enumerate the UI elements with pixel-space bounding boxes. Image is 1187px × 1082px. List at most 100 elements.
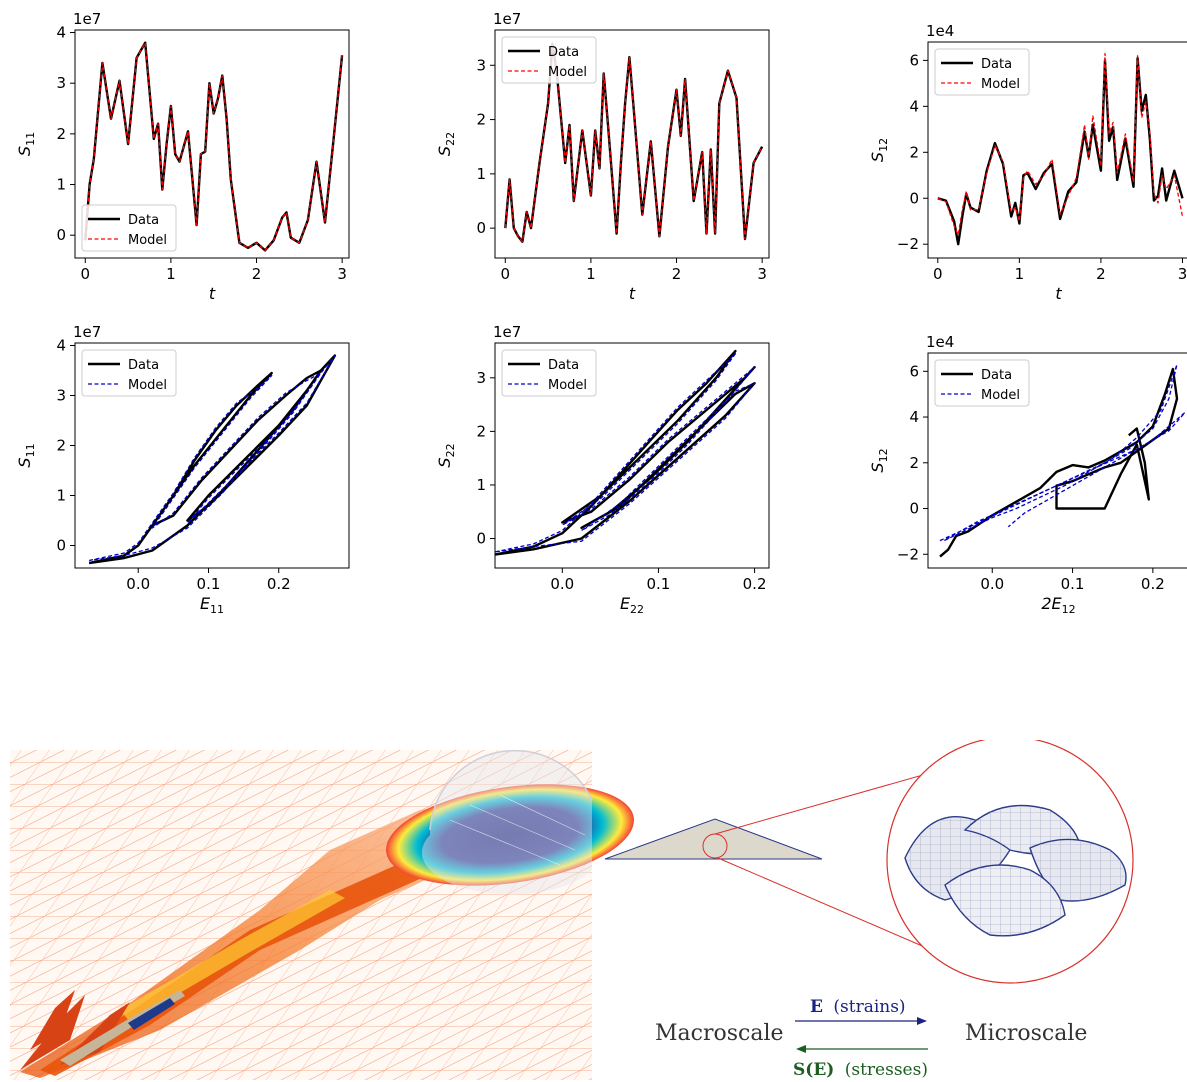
chart-grid: 0 1 2 3 0 1 2 3 4 1e7 t S11 Data Model 0 1 2 3 0 1 2 3 1e7 t S22… bbox=[15, 10, 1187, 616]
x-axis-label: E22 bbox=[620, 594, 644, 616]
series-line-data bbox=[939, 367, 1179, 558]
impact-disc bbox=[386, 749, 634, 895]
legend-label-model: Model bbox=[128, 378, 167, 393]
y-tick-label: 1 bbox=[56, 487, 66, 505]
x-tick-label: 0.2 bbox=[743, 575, 767, 593]
plot-frame bbox=[74, 342, 350, 569]
svg-text:E (strains): E (strains) bbox=[810, 997, 906, 1017]
shell-structure bbox=[904, 804, 1127, 937]
y-multiplier: 1e4 bbox=[926, 22, 954, 40]
x-axis-label: t bbox=[1055, 284, 1062, 303]
stresses-text: (stresses) bbox=[845, 1060, 928, 1080]
plot-frame bbox=[494, 342, 770, 569]
legend-label-data: Data bbox=[548, 45, 579, 60]
y-tick-label: 3 bbox=[56, 387, 66, 405]
y-tick-label: 2 bbox=[476, 111, 486, 129]
x-axis-label: E11 bbox=[200, 594, 224, 616]
legend-label-data: Data bbox=[128, 213, 159, 228]
y-tick-label: 0 bbox=[476, 530, 486, 548]
y-tick-label: 2 bbox=[909, 143, 919, 161]
y-tick-label: 4 bbox=[56, 24, 66, 42]
x-tick-label: 0.0 bbox=[126, 575, 150, 593]
strains-text: (strains) bbox=[833, 997, 905, 1017]
legend-label-model: Model bbox=[128, 233, 167, 248]
y-tick-label: −2 bbox=[897, 235, 919, 253]
x-tick-label: 3 bbox=[1178, 265, 1187, 283]
y-axis-label: S22 bbox=[435, 443, 457, 467]
scale-bridge: Macroscale Microscale E (strains) S(E) (… bbox=[655, 997, 1087, 1080]
y-tick-label: 3 bbox=[56, 74, 66, 92]
x-tick-label: 1 bbox=[1015, 265, 1025, 283]
y-tick-label: 4 bbox=[909, 97, 919, 115]
series-line-model bbox=[937, 52, 1184, 236]
y-tick-label: 2 bbox=[476, 422, 486, 440]
series-line-model bbox=[504, 42, 763, 243]
y-axis-label: S22 bbox=[435, 132, 457, 156]
x-tick-label: 0.2 bbox=[267, 575, 291, 593]
y-tick-label: 6 bbox=[909, 51, 919, 69]
legend: Data Model bbox=[81, 204, 177, 252]
x-tick-label: 0 bbox=[933, 265, 943, 283]
y-tick-label: 0 bbox=[476, 219, 486, 237]
legend: Data Model bbox=[934, 48, 1030, 96]
y-tick-label: 2 bbox=[909, 454, 919, 472]
macroscale-label: Macroscale bbox=[655, 1021, 784, 1046]
y-tick-label: 0 bbox=[909, 189, 919, 207]
x-tick-label: 0 bbox=[81, 265, 91, 283]
x-tick-label: 0.1 bbox=[1061, 575, 1085, 593]
x-tick-label: 1 bbox=[586, 265, 596, 283]
microscale-label: Microscale bbox=[965, 1021, 1087, 1046]
plot-frame bbox=[927, 352, 1187, 569]
series-line-model bbox=[495, 353, 756, 553]
svg-text:S(E) (stresses): S(E) (stresses) bbox=[793, 1060, 928, 1080]
plot-frame bbox=[494, 29, 770, 259]
multiscale-illustration: Macroscale Microscale E (strains) S(E) (… bbox=[10, 740, 1134, 1080]
y-axis-label: S11 bbox=[15, 443, 37, 467]
y-axis-label: S12 bbox=[868, 448, 890, 472]
y-multiplier: 1e7 bbox=[73, 323, 101, 341]
x-axis-label: t bbox=[209, 284, 216, 303]
microscale-cell bbox=[886, 740, 1134, 984]
legend-label-data: Data bbox=[981, 57, 1012, 72]
x-tick-label: 0 bbox=[501, 265, 511, 283]
x-axis-label: t bbox=[629, 284, 636, 303]
simulation-scene bbox=[10, 749, 634, 1080]
legend: Data Model bbox=[81, 349, 177, 397]
x-axis-label: 2E12 bbox=[1041, 594, 1075, 616]
y-tick-label: 1 bbox=[56, 176, 66, 194]
x-tick-label: 3 bbox=[337, 265, 347, 283]
legend: Data Model bbox=[501, 36, 597, 84]
y-multiplier: 1e7 bbox=[493, 10, 521, 28]
y-tick-label: 2 bbox=[56, 437, 66, 455]
y-multiplier: 1e4 bbox=[926, 333, 954, 351]
y-tick-label: 4 bbox=[909, 408, 919, 426]
chart-panel-4: 0.0 0.1 0.2 0 1 2 3 4 1e7 E11 S11 Data Model bbox=[15, 323, 350, 616]
y-tick-label: 3 bbox=[476, 369, 486, 387]
y-tick-label: 1 bbox=[476, 165, 486, 183]
chart-panel-1: 0 1 2 3 0 1 2 3 4 1e7 t S11 Data Model bbox=[15, 10, 350, 303]
y-tick-label: 0 bbox=[56, 226, 66, 244]
series-line-model bbox=[84, 42, 343, 252]
legend-label-model: Model bbox=[981, 77, 1020, 92]
legend: Data Model bbox=[934, 359, 1030, 407]
legend-label-data: Data bbox=[981, 368, 1012, 383]
y-tick-label: 0 bbox=[56, 537, 66, 555]
y-tick-label: 0 bbox=[909, 500, 919, 518]
legend-label-model: Model bbox=[548, 378, 587, 393]
legend-label-data: Data bbox=[548, 358, 579, 373]
x-tick-label: 0.0 bbox=[550, 575, 574, 593]
x-tick-label: 0.1 bbox=[197, 575, 221, 593]
series-line-model bbox=[88, 354, 336, 562]
x-tick-label: 3 bbox=[757, 265, 767, 283]
x-tick-label: 2 bbox=[1096, 265, 1106, 283]
plot-frame bbox=[927, 41, 1187, 259]
y-tick-label: 4 bbox=[56, 337, 66, 355]
series-line-model bbox=[939, 363, 1186, 542]
y-multiplier: 1e7 bbox=[73, 10, 101, 28]
x-tick-label: 1 bbox=[166, 265, 176, 283]
stresses-symbol: S(E) bbox=[793, 1060, 834, 1080]
chart-panel-3: 0 1 2 3 −2 0 2 4 6 1e4 t S12 Data Model bbox=[868, 22, 1187, 303]
y-axis-label: S11 bbox=[15, 132, 37, 156]
x-tick-label: 2 bbox=[672, 265, 682, 283]
y-tick-label: 6 bbox=[909, 362, 919, 380]
